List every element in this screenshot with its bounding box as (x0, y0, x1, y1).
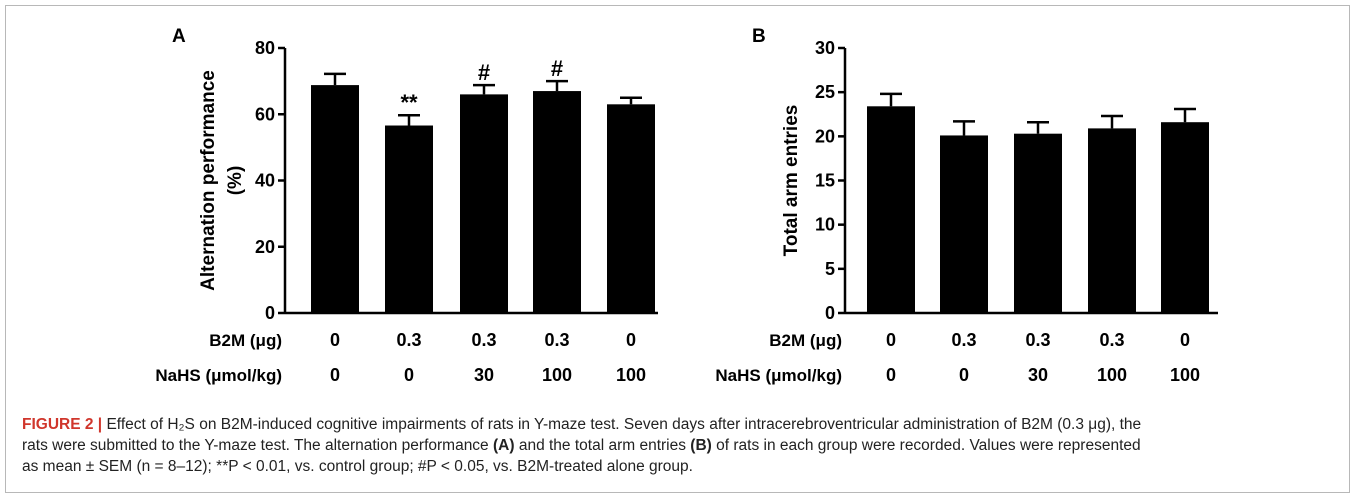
caption-text-1: Effect of H₂S on B2M-induced cognitive i… (106, 416, 1142, 433)
panel-a-category-value: 0 (626, 330, 636, 350)
panel-a-category-value: 0.3 (471, 330, 496, 350)
panel-a-bar (460, 94, 508, 313)
panel-a-category-value: 100 (542, 365, 572, 385)
panel-b-category-value: 0 (1180, 330, 1190, 350)
caption-ref-a: (A) (493, 437, 515, 454)
panel-a-category-value: 0 (330, 365, 340, 385)
panel-a-significance-mark: # (478, 60, 490, 85)
panel-b-bar (1088, 128, 1136, 313)
panel-b-y-tick-label: 15 (815, 171, 835, 191)
panel-a-y-tick-label: 20 (255, 237, 275, 257)
panel-a-significance-mark: ** (400, 90, 418, 115)
panel-a-row-label: NaHS (μmol/kg) (155, 366, 282, 385)
panel-a-y-tick-label: 0 (265, 303, 275, 323)
caption-text-2c: and the total arm entries (514, 437, 691, 454)
panel-a-y-tick-label: 40 (255, 171, 275, 191)
panel-b-row-label: B2M (μg) (769, 331, 842, 350)
caption-label: FIGURE 2 | (22, 416, 103, 433)
caption-line-2: rats were submitted to the Y-maze test. … (22, 435, 1342, 456)
panel-b-y-tick-label: 5 (825, 259, 835, 279)
panel-a-category-value: 0.3 (396, 330, 421, 350)
caption-text-2a: rats were submitted to the Y-maze test. … (22, 437, 493, 454)
panel-a-category-value: 0 (404, 365, 414, 385)
panel-a-significance-mark: # (551, 56, 563, 81)
panel-b-bar (1161, 122, 1209, 313)
panel-b-y-tick-label: 0 (825, 303, 835, 323)
panel-a-bar (385, 125, 433, 313)
panel-a-letter: A (172, 26, 186, 47)
panel-a-y-tick-label: 60 (255, 104, 275, 124)
panel-b-category-value: 0 (886, 365, 896, 385)
panel-b-bar (940, 135, 988, 313)
panel-b-category-value: 100 (1097, 365, 1127, 385)
panel-a-y-tick-label: 80 (255, 38, 275, 58)
panel-b-row-label: NaHS (μmol/kg) (715, 366, 842, 385)
panel-a-bar (311, 85, 359, 313)
panel-b-y-tick-label: 10 (815, 215, 835, 235)
panel-a-bar (607, 104, 655, 313)
panel-a-y-axis-title: (%) (225, 166, 246, 196)
figure-caption: FIGURE 2 | Effect of H₂S on B2M-induced … (22, 414, 1342, 477)
panel-b-y-tick-label: 30 (815, 38, 835, 58)
panel-a-category-value: 30 (474, 365, 494, 385)
caption-line-3: as mean ± SEM (n = 8–12); **P < 0.01, vs… (22, 458, 693, 475)
panel-a-y-axis-title: Alternation performance (198, 70, 219, 291)
panel-a-category-value: 0 (330, 330, 340, 350)
panel-a-category-value: 100 (616, 365, 646, 385)
panel-b-category-value: 0.3 (951, 330, 976, 350)
panel-b-category-value: 0 (959, 365, 969, 385)
panel-b-category-value: 100 (1170, 365, 1200, 385)
panel-a-category-value: 0.3 (544, 330, 569, 350)
panel-a-bar (533, 91, 581, 313)
panel-b-y-tick-label: 20 (815, 126, 835, 146)
panel-b-category-value: 0.3 (1025, 330, 1050, 350)
panel-a-row-label: B2M (μg) (209, 331, 282, 350)
caption-ref-b: (B) (690, 437, 712, 454)
panel-b-bar (867, 106, 915, 313)
caption-line-1: FIGURE 2 | Effect of H₂S on B2M-induced … (22, 414, 1342, 435)
panel-b-letter: B (752, 26, 766, 47)
panel-b-y-axis-title: Total arm entries (781, 105, 802, 257)
caption-text-2e: of rats in each group were recorded. Val… (711, 437, 1141, 454)
panel-b-category-value: 0.3 (1099, 330, 1124, 350)
figure-charts: A 0 20 40 60 80 Alternation performance (%) ** # #… (155, 26, 1218, 385)
panel-b-bar (1014, 133, 1062, 313)
panel-b-y-tick-label: 25 (815, 82, 835, 102)
panel-b-category-value: 0 (886, 330, 896, 350)
panel-b-category-value: 30 (1028, 365, 1048, 385)
